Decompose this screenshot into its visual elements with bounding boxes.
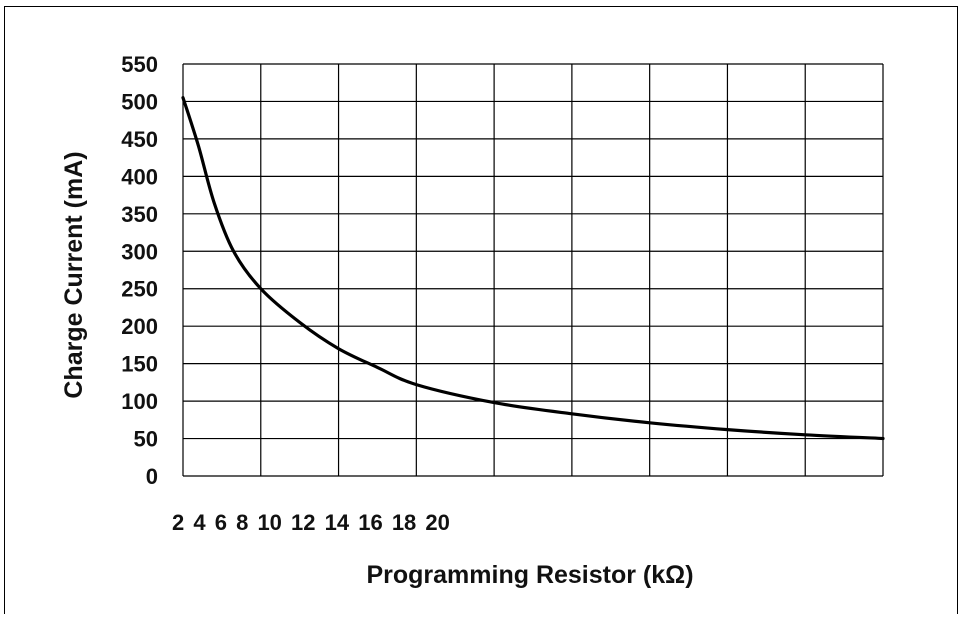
- x-axis-label: Programming Resistor (kΩ): [366, 561, 693, 589]
- y-tick-label: 550: [121, 52, 158, 77]
- y-tick-label: 300: [121, 239, 158, 264]
- y-tick-label: 150: [121, 352, 158, 377]
- y-tick-label: 200: [121, 314, 158, 339]
- x-tick-label-row: 2 4 6 8 10 12 14 16 18 20: [172, 510, 450, 535]
- y-tick-label: 350: [121, 202, 158, 227]
- x-tick-label: 10: [248, 510, 282, 535]
- x-tick-label: 20: [416, 510, 450, 535]
- x-tick-label: 18: [383, 510, 417, 535]
- y-tick-label: 50: [134, 427, 158, 452]
- y-axis-label: Charge Current (mA): [60, 151, 88, 398]
- x-tick-label: 2: [172, 510, 184, 535]
- x-tick-label: 8: [227, 510, 248, 535]
- x-tick-label: 16: [349, 510, 383, 535]
- x-tick-label: 4: [184, 510, 206, 535]
- y-tick-label: 0: [146, 464, 158, 489]
- y-tick-label: 250: [121, 277, 158, 302]
- y-tick-label: 450: [121, 127, 158, 152]
- chart-frame: [4, 6, 958, 614]
- grid-lines: [182, 63, 884, 477]
- x-tick-label: 14: [316, 510, 350, 535]
- y-tick-label: 400: [121, 164, 158, 189]
- x-tick-label: 12: [282, 510, 316, 535]
- y-tick-label: 500: [121, 89, 158, 114]
- y-tick-label: 100: [121, 389, 158, 414]
- charge-current-curve: [181, 96, 885, 441]
- x-axis-ticks: 2 4 6 8 10 12 14 16 18 20: [172, 510, 450, 535]
- x-tick-label: 6: [206, 510, 227, 535]
- y-axis-ticks: 0 50 100 150 200 250 300 350 400 450 500 550: [121, 52, 158, 489]
